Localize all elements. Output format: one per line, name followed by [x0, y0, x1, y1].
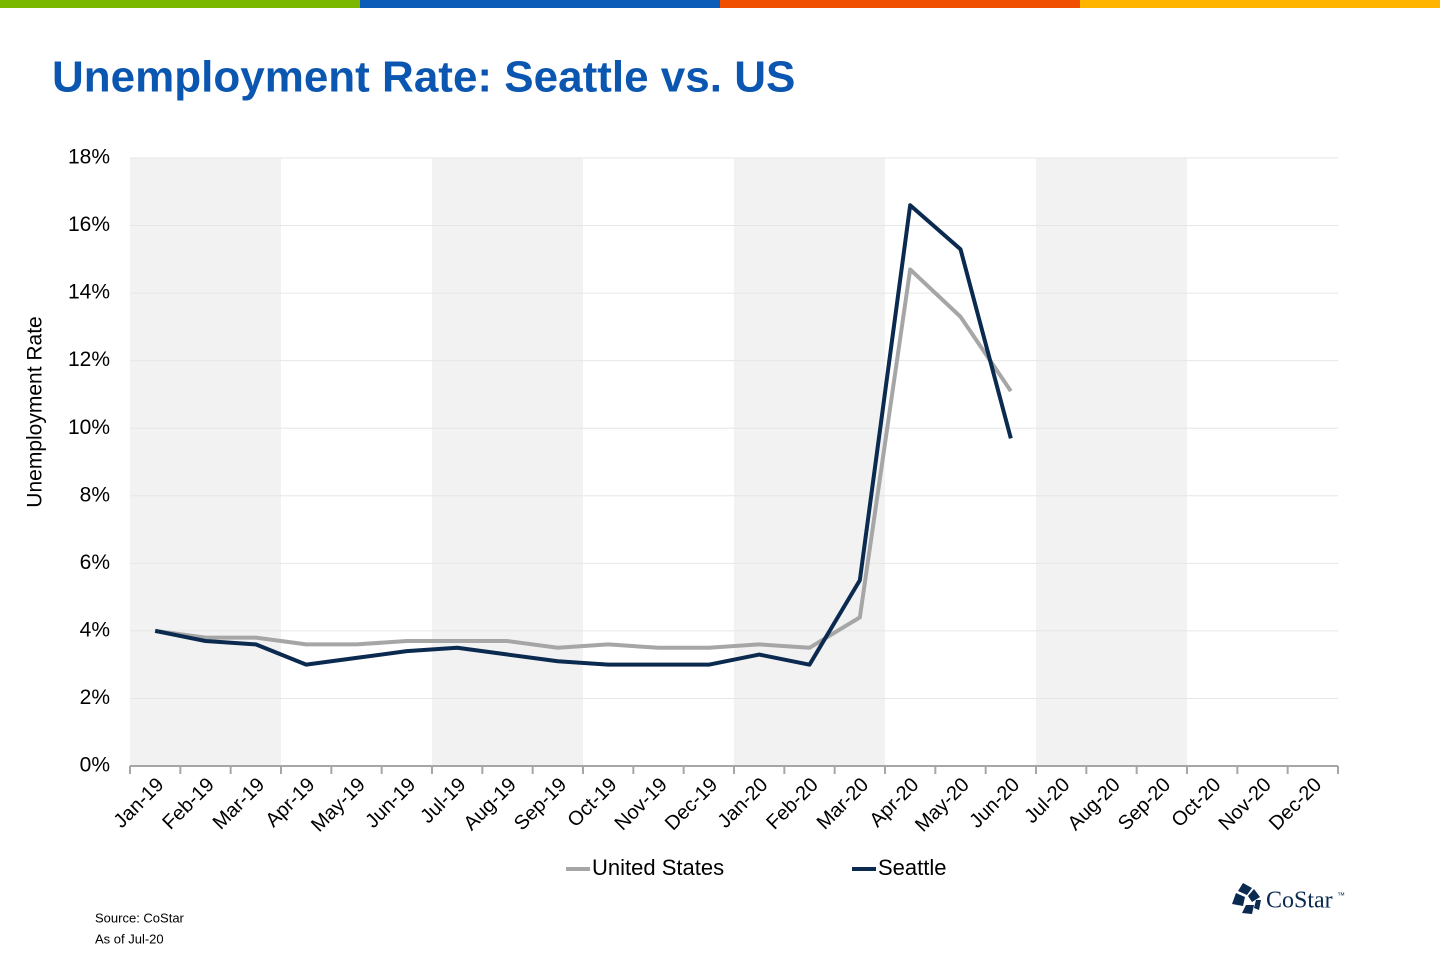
logo-icon	[1232, 883, 1261, 914]
band-shade	[734, 158, 885, 766]
x-tick-label: May-19	[307, 774, 370, 837]
x-tick-label: Jan-20	[714, 774, 773, 833]
x-tick-label: Nov-20	[1215, 774, 1276, 835]
y-tick-label: 0%	[80, 754, 110, 777]
x-tick-label: Dec-19	[661, 774, 722, 835]
x-tick-label: Sep-19	[510, 774, 571, 835]
x-tick-label: May-20	[911, 774, 974, 837]
y-axis-label: Unemployment Rate	[24, 316, 47, 507]
as-of: As of Jul-20	[95, 931, 164, 946]
legend-label: Seattle	[878, 855, 947, 880]
source: Source: CoStar	[95, 910, 185, 925]
y-tick-label: 12%	[68, 348, 110, 371]
y-tick-label: 8%	[80, 483, 110, 506]
x-tick-label: Dec-20	[1265, 774, 1326, 835]
x-tick-label: Oct-20	[1167, 774, 1225, 832]
y-tick-label: 16%	[68, 213, 110, 236]
x-tick-label: Feb-20	[762, 774, 822, 834]
logo: CoStar	[1266, 888, 1333, 914]
y-tick-label: 6%	[80, 551, 110, 574]
y-tick-label: 4%	[80, 618, 110, 641]
x-tick-label: Mar-20	[813, 774, 873, 834]
chart-title: Unemployment Rate: Seattle vs. US	[52, 53, 795, 102]
x-tick-label: Nov-19	[611, 774, 672, 835]
x-tick-label: Sep-20	[1114, 774, 1175, 835]
y-tick-label: 18%	[68, 146, 110, 169]
color-bar	[1080, 0, 1440, 8]
x-tick-label: Aug-20	[1064, 774, 1125, 835]
x-tick-label: Jan-19	[110, 774, 169, 833]
x-tick-label: Mar-19	[209, 774, 269, 834]
legend-label: United States	[592, 855, 724, 880]
color-bar	[720, 0, 1080, 8]
band-shade	[130, 158, 281, 766]
band-shade	[432, 158, 583, 766]
y-tick-label: 14%	[68, 281, 110, 304]
y-tick-label: 10%	[68, 416, 110, 439]
band-shade	[1036, 158, 1187, 766]
x-tick-label: Aug-19	[460, 774, 521, 835]
line-series	[154, 267, 1013, 650]
color-bar	[0, 0, 360, 8]
color-bar	[360, 0, 720, 8]
x-tick-label: Oct-19	[563, 774, 621, 832]
x-tick-label: Jun-20	[965, 774, 1024, 833]
logo-mark: ™	[1337, 891, 1345, 900]
x-tick-label: Feb-19	[158, 774, 218, 834]
y-tick-label: 2%	[80, 686, 110, 709]
x-tick-label: Jun-19	[361, 774, 420, 833]
line-series	[154, 203, 1013, 667]
